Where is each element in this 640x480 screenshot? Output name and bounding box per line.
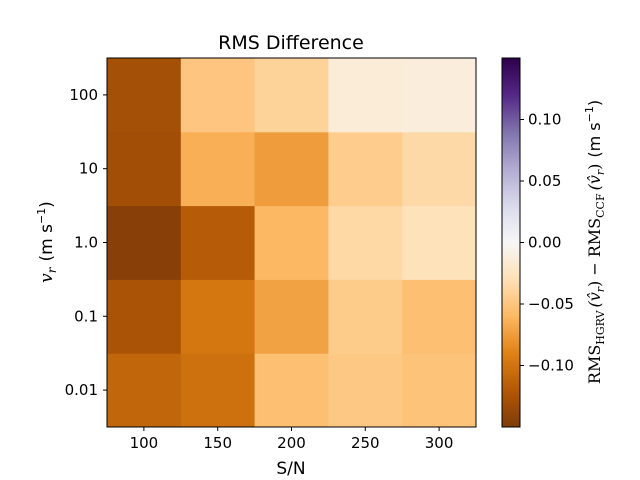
heatmap-cell [180, 131, 256, 207]
y-axis-label-exp: −1 [35, 208, 48, 224]
colorbar-tick-label: 0.05 [528, 172, 561, 190]
colorbar-label-close: ) [585, 100, 604, 106]
y-axis-label: vr (m s−1) [35, 201, 59, 283]
heatmap-cell [107, 131, 182, 207]
heatmap-cell [107, 205, 182, 280]
x-axis-label: S/N [276, 459, 305, 479]
heatmap-cell [402, 279, 477, 354]
heatmap-cell [402, 205, 477, 280]
heatmap-cell [254, 353, 329, 428]
colorbar-label: RMSHGRV(v̂r)−RMSCCF(v̂r)(m s−1) [583, 100, 607, 384]
colorbar-label-unit: (m s [585, 122, 604, 157]
heatmap-cell [107, 279, 182, 354]
heatmap-cell [402, 131, 477, 207]
heatmap-cell [180, 353, 256, 428]
heatmap-cell [402, 58, 477, 133]
heatmap-cell [328, 353, 403, 428]
y-tick-label: 1.0 [74, 234, 98, 252]
colorbar-label-close1: ) [585, 281, 604, 287]
heatmap-cell [328, 279, 403, 354]
y-axis-label-sub: r [45, 266, 59, 273]
colorbar-label-arg2: (v̂ [585, 175, 604, 190]
colorbar-label-rms2: RMS [585, 218, 604, 257]
colorbar-tick-label: −0.10 [528, 357, 574, 375]
svg-text:vr(m s−1): vr (m s−1) [35, 201, 59, 283]
y-axis-label-close: ) [37, 201, 57, 208]
heatmap-cell [180, 58, 256, 133]
y-tick-label: 0.1 [74, 307, 98, 325]
y-axis-ticks: 0.01 0.1 1.0 10 100 [65, 86, 107, 399]
y-axis-label-unit: (m s [37, 224, 57, 262]
heatmap-cell [254, 58, 329, 133]
colorbar-label-rms1: RMS [585, 345, 604, 384]
heatmap-cell [328, 58, 403, 133]
heatmap-cells [107, 58, 477, 428]
heatmap-cell [254, 279, 329, 354]
heatmap-cell [402, 353, 477, 428]
heatmap-cell [254, 131, 329, 207]
x-tick-label: 300 [425, 434, 454, 452]
chart-title: RMS Difference [218, 32, 364, 54]
colorbar-label-minus: − [585, 262, 604, 275]
colorbar-label-argsub2: r [594, 169, 607, 175]
heatmap-cell [180, 205, 256, 280]
x-tick-label: 250 [351, 434, 380, 452]
colorbar-label-argsub1: r [594, 286, 607, 292]
heatmap-cell [328, 131, 403, 207]
colorbar-label-exp: −1 [583, 106, 596, 122]
x-tick-label: 100 [130, 434, 159, 452]
heatmap-cell [180, 279, 256, 354]
colorbar [501, 57, 521, 428]
heatmap-cell [107, 353, 182, 428]
colorbar-label-sub2: CCF [594, 193, 607, 218]
colorbar-tick-label: −0.05 [528, 295, 574, 313]
y-tick-label: 10 [79, 160, 98, 178]
colorbar-ticks: −0.10 −0.05 0.00 0.05 0.10 [520, 111, 574, 375]
heatmap-cell [328, 205, 403, 280]
svg-text:RMSHGRV(v̂r)−RMSCCF(v̂r)(m s−1: RMSHGRV(v̂r)−RMSCCF(v̂r)(m s−1) [583, 100, 607, 384]
x-tick-label: 150 [203, 434, 232, 452]
colorbar-label-close2: ) [585, 164, 604, 170]
colorbar-tick-label: 0.10 [528, 111, 561, 129]
x-axis-ticks: 100 150 200 250 300 [130, 427, 454, 452]
heatmap-cell [254, 205, 329, 280]
colorbar-label-arg1: (v̂ [585, 292, 604, 307]
x-tick-label: 200 [277, 434, 306, 452]
colorbar-label-sub1: HGRV [594, 309, 607, 344]
y-tick-label: 0.01 [65, 381, 98, 399]
heatmap-cell [107, 58, 182, 133]
colorbar-tick-label: 0.00 [528, 234, 561, 252]
y-axis-label-var: v [37, 273, 57, 283]
y-tick-label: 100 [69, 86, 98, 104]
